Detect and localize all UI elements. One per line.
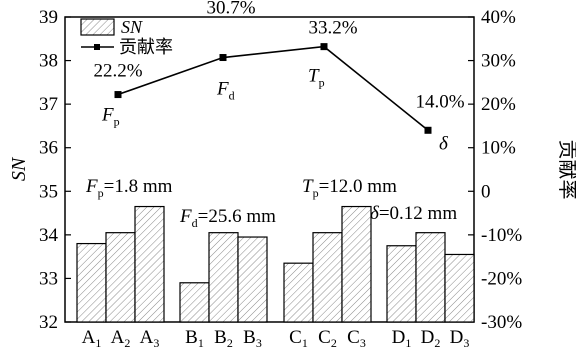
x-tick-label: A1 [82, 327, 102, 350]
right-axis-tick-label: 40% [481, 7, 516, 28]
contribution-factor-label: δ [439, 133, 449, 154]
legend-bar-label: SN [121, 17, 143, 37]
contribution-line [117, 45, 429, 131]
contribution-point [320, 43, 328, 51]
left-axis-tick-label: 36 [39, 138, 58, 159]
left-axis-tick-label: 35 [39, 181, 58, 202]
plot-frame [64, 16, 475, 323]
contribution-value-label: 22.2% [93, 61, 142, 82]
bar-c3 [341, 205, 372, 323]
right-axis-title: 贡献率 [556, 140, 576, 200]
x-tick-label: B3 [243, 327, 262, 350]
left-axis-tick-label: 38 [39, 51, 58, 72]
x-tick-label: D3 [450, 327, 470, 350]
bar-d1 [386, 245, 417, 323]
x-tick-label: A3 [140, 327, 160, 350]
right-axis-tick-label: -20% [481, 268, 522, 289]
bar-b2 [208, 232, 239, 323]
left-axis-tick-label: 39 [39, 7, 58, 28]
right-axis-tick-label: 10% [481, 138, 516, 159]
x-tick-label: A2 [111, 327, 131, 350]
bar-c1 [283, 262, 314, 323]
x-tick-label: C2 [318, 327, 337, 350]
bar-c2 [312, 232, 343, 323]
optimal-annotation: Tp=12.0 mm [302, 176, 397, 200]
optimal-annotation: δ=0.12 mm [370, 203, 457, 224]
bar-a3 [134, 205, 165, 323]
left-axis-tick-label: 33 [39, 268, 58, 289]
contribution-factor-label: Fp [101, 105, 120, 129]
contribution-value-label: 33.2% [308, 18, 357, 39]
bar-d2 [415, 232, 446, 323]
contribution-factor-label: Tp [308, 66, 325, 90]
contribution-value-label: 30.7% [206, 0, 255, 19]
plot-area: 32 33 34 35 36 37 38 39 -30% -20% -10% 0 10% 20% 30% 40… [8, 0, 576, 350]
left-axis-tick-label: 34 [39, 225, 59, 246]
x-tick-label: B1 [185, 327, 204, 350]
contribution-point [114, 91, 122, 99]
legend-line-label: 贡献率 [119, 37, 173, 58]
left-axis-tick-label: 37 [39, 94, 58, 115]
left-axis-tick-label: 32 [39, 312, 58, 333]
bar-a2 [105, 232, 136, 323]
bar-b1 [179, 282, 210, 323]
bar-d3 [444, 253, 475, 323]
optimal-annotation: Fd=25.6 mm [179, 206, 276, 230]
right-axis-tick-label: -10% [481, 225, 522, 246]
legend-line-marker [94, 44, 100, 50]
optimal-annotation: Fp=1.8 mm [85, 176, 173, 200]
right-axis-tick-label: -30% [481, 312, 522, 333]
contribution-point [219, 54, 227, 62]
contribution-factor-label: Fd [216, 79, 235, 103]
right-axis-tick-label: 30% [481, 51, 516, 72]
contribution-value-label: 14.0% [415, 91, 464, 112]
bar-b3 [237, 236, 268, 323]
x-tick-label: B2 [214, 327, 233, 350]
left-axis-title: SN [8, 156, 30, 181]
right-axis-tick-label: 20% [481, 94, 516, 115]
x-tick-label: D2 [421, 327, 441, 350]
right-axis-tick-label: 0 [481, 181, 491, 202]
x-tick-label: C3 [347, 327, 366, 350]
x-tick-label: C1 [289, 327, 308, 350]
x-tick-label: D1 [392, 327, 412, 350]
bar-a1 [76, 242, 107, 323]
contribution-point [424, 126, 432, 134]
legend-bar-swatch [80, 18, 115, 36]
